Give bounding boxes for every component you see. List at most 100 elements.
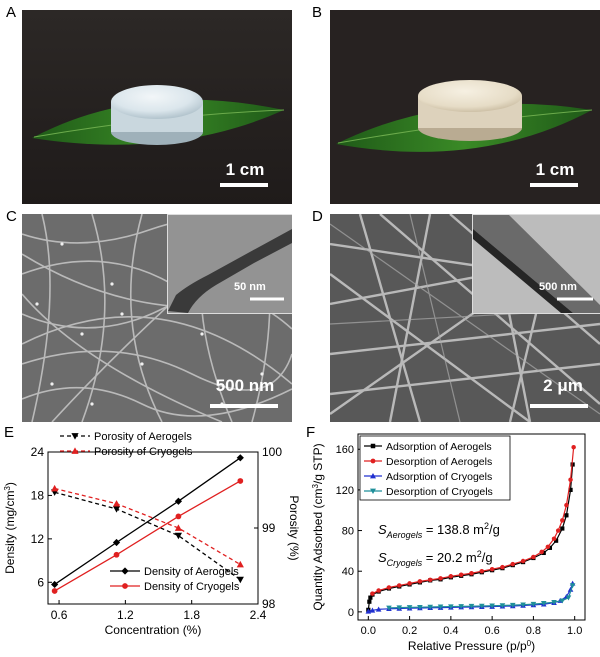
data-point [51, 580, 59, 589]
data-point [551, 599, 557, 606]
data-point [438, 576, 443, 581]
aerogel-photo: 1 cm [22, 10, 292, 204]
data-point [427, 577, 433, 583]
data-point [369, 607, 376, 613]
legend-box [359, 435, 511, 501]
y-left-tick-label: 12 [31, 532, 45, 546]
data-point [448, 574, 454, 579]
y-axis-label: Quantity Adsorbed (cm3/g STP) [311, 443, 325, 610]
data-point [175, 513, 182, 520]
data-point [427, 604, 434, 610]
data-point [499, 603, 506, 609]
series-line [54, 457, 241, 585]
y-tick-label: 120 [336, 485, 354, 497]
aerogel-tem-fiber [168, 215, 292, 313]
series-line [388, 585, 574, 609]
inset-scale-label-d: 500 nm [539, 281, 577, 293]
data-point [365, 608, 372, 614]
legend-label: Adsorption of Aerogels [386, 441, 492, 453]
legend-label: Desorption of Aerogels [386, 456, 492, 468]
data-point [417, 604, 423, 610]
data-point [531, 554, 536, 560]
data-point [386, 585, 392, 590]
series-3 [386, 583, 576, 611]
x-tick-label: 0.8 [526, 625, 541, 637]
surface-area-annotation: SAerogels = 138.8 m2/g [378, 521, 500, 540]
data-point [112, 538, 121, 547]
series-3 [51, 478, 244, 594]
series-line [54, 491, 241, 581]
legend-marker [71, 433, 79, 440]
legend-marker [71, 447, 79, 454]
y-tick-label: 160 [336, 444, 354, 456]
series-1 [370, 444, 576, 596]
series-line [54, 480, 241, 592]
data-point [568, 487, 573, 493]
data-point [571, 444, 576, 450]
legend-marker [121, 567, 129, 575]
data-point [568, 477, 573, 482]
data-point [530, 601, 537, 607]
data-point [479, 603, 485, 609]
legend-label: Porosity of Cryogels [94, 446, 193, 458]
data-point [468, 603, 475, 609]
series-1 [51, 484, 244, 568]
y-left-tick-label: 18 [31, 488, 45, 502]
data-point [545, 544, 551, 550]
cryogel-tem-inset: 500 nm [472, 214, 600, 314]
data-point [554, 538, 559, 543]
panel-f-label: F [306, 424, 316, 441]
data-point [448, 604, 454, 610]
data-point [564, 502, 569, 508]
data-point [112, 506, 121, 513]
aerogel-tem-inset: 50 nm [167, 214, 292, 314]
x-tick-label: 1.0 [567, 625, 582, 637]
data-point [569, 583, 576, 589]
data-point [500, 564, 505, 570]
data-point [570, 462, 575, 467]
y-right-tick-label: 98 [262, 597, 276, 611]
data-point [113, 551, 120, 558]
data-point [386, 605, 392, 611]
y-left-axis-label: Density (mg/cm3) [3, 482, 17, 574]
legend-marker [122, 583, 128, 589]
aerogel-sem-image: 50 nm 500 nm [22, 214, 292, 422]
scale-label-a: 1 cm [225, 160, 265, 179]
data-point [112, 500, 121, 507]
series-0 [51, 489, 244, 584]
legend-marker [370, 458, 376, 464]
panel-c-label: C [6, 208, 17, 225]
legend-marker [370, 473, 376, 479]
aerogel-photo-drawing [22, 10, 292, 204]
data-point [567, 586, 574, 592]
data-point [174, 532, 183, 540]
data-point [489, 603, 495, 609]
data-point [520, 558, 526, 564]
data-point [510, 561, 516, 567]
series-line [54, 487, 241, 566]
data-point [469, 571, 474, 576]
data-point [367, 599, 372, 604]
data-point [236, 560, 244, 568]
plot-frame [357, 433, 586, 621]
data-point [458, 572, 464, 578]
data-point [540, 600, 547, 607]
panel-d-label: D [312, 208, 323, 225]
data-point [437, 604, 444, 610]
cryogel-sem-image: 500 nm 2 μm [330, 214, 600, 422]
y-tick-label: 40 [342, 566, 354, 578]
cryogel-photo: 1 cm [330, 10, 600, 204]
data-point [376, 588, 381, 593]
data-point [547, 545, 553, 550]
cryogel-photo-drawing [330, 10, 600, 204]
data-point [51, 588, 58, 594]
legend-label: Density of Aerogels [144, 566, 239, 578]
data-point [51, 484, 59, 492]
chart-e: 0.6 1.2 1.8 2.4 6 12 18 24 98 99 100 Concentration … [3, 431, 300, 637]
data-point [407, 581, 412, 586]
legend-label: Density of Cryogels [144, 581, 240, 593]
data-point [236, 576, 244, 584]
cryogel-tem-fiber [473, 215, 600, 313]
x-tick-label: 0.4 [443, 625, 458, 637]
legend-marker [370, 443, 376, 449]
